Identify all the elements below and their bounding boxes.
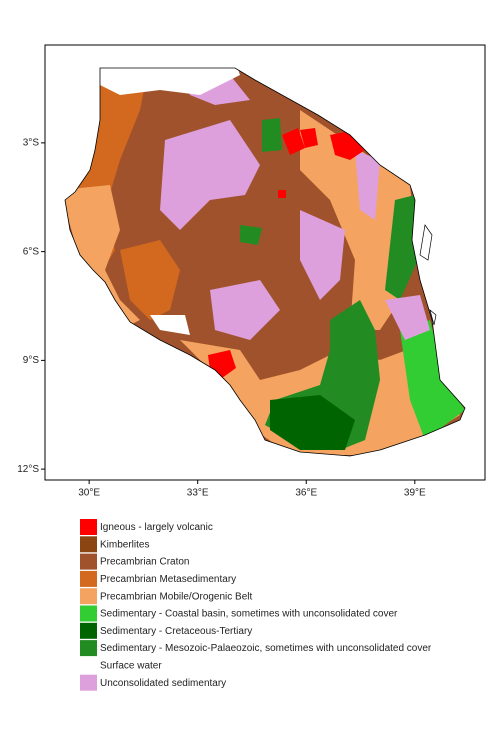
- axes: 30°E 33°E 36°E 39°E 3°S 6°S 9°S 12°S: [17, 138, 426, 499]
- island-outline: [419, 224, 437, 326]
- y-tick-label: 12°S: [17, 464, 39, 475]
- x-tick-label: 33°E: [187, 488, 209, 499]
- unit-area: [385, 195, 418, 300]
- unit-area: [278, 190, 286, 198]
- legend-label: Surface water: [100, 661, 162, 672]
- legend-label: Unconsolidated sedimentary: [100, 678, 226, 689]
- legend-swatch: [80, 570, 97, 587]
- legend-label: Precambrian Metasedimentary: [100, 574, 236, 585]
- unit-area: [270, 395, 355, 450]
- x-tick-label: 39°E: [404, 488, 426, 499]
- legend-swatch: [80, 553, 97, 570]
- legend-swatch: [80, 519, 97, 535]
- legend-label: Precambrian Craton: [100, 557, 189, 568]
- legend-swatch: [80, 622, 97, 639]
- legend-swatch: [80, 674, 97, 691]
- legend-swatch: [80, 605, 97, 622]
- legend-label: Kimberlites: [100, 539, 149, 550]
- legend: Igneous - largely volcanic Kimberlites Pre…: [80, 519, 432, 691]
- x-tick-label: 36°E: [295, 488, 317, 499]
- legend-swatch: [80, 657, 97, 674]
- unit-area: [282, 128, 305, 155]
- unit-area: [210, 280, 280, 340]
- legend-label: Sedimentary - Mesozoic-Palaeozoic, somet…: [100, 643, 432, 654]
- legend-label: Precambrian Mobile/Orogenic Belt: [100, 591, 253, 602]
- unit-area: [65, 185, 140, 330]
- unit-area: [120, 240, 180, 320]
- unit-area: [150, 315, 190, 335]
- legend-label: Sedimentary - Cretaceous-Tertiary: [100, 626, 252, 637]
- unit-area: [300, 110, 415, 330]
- legend-label: Sedimentary - Coastal basin, sometimes w…: [100, 609, 398, 620]
- unit-area: [100, 68, 240, 95]
- x-tick-label: 30°E: [78, 488, 100, 499]
- y-tick-label: 9°S: [23, 355, 40, 366]
- unit-area: [385, 295, 430, 340]
- legend-label: Igneous - largely volcanic: [100, 522, 213, 533]
- unit-area: [355, 150, 380, 220]
- legend-swatch: [80, 536, 97, 553]
- legend-swatch: [80, 588, 97, 605]
- unit-area: [262, 118, 282, 152]
- y-tick-label: 3°S: [23, 138, 40, 149]
- unit-area: [240, 225, 262, 245]
- unit-area: [160, 120, 260, 230]
- y-tick-label: 6°S: [23, 246, 40, 257]
- country-border: [64, 67, 466, 457]
- unit-area: [300, 210, 345, 300]
- legend-swatch: [80, 640, 97, 657]
- unit-area: [300, 128, 318, 148]
- unit-area: [400, 320, 465, 440]
